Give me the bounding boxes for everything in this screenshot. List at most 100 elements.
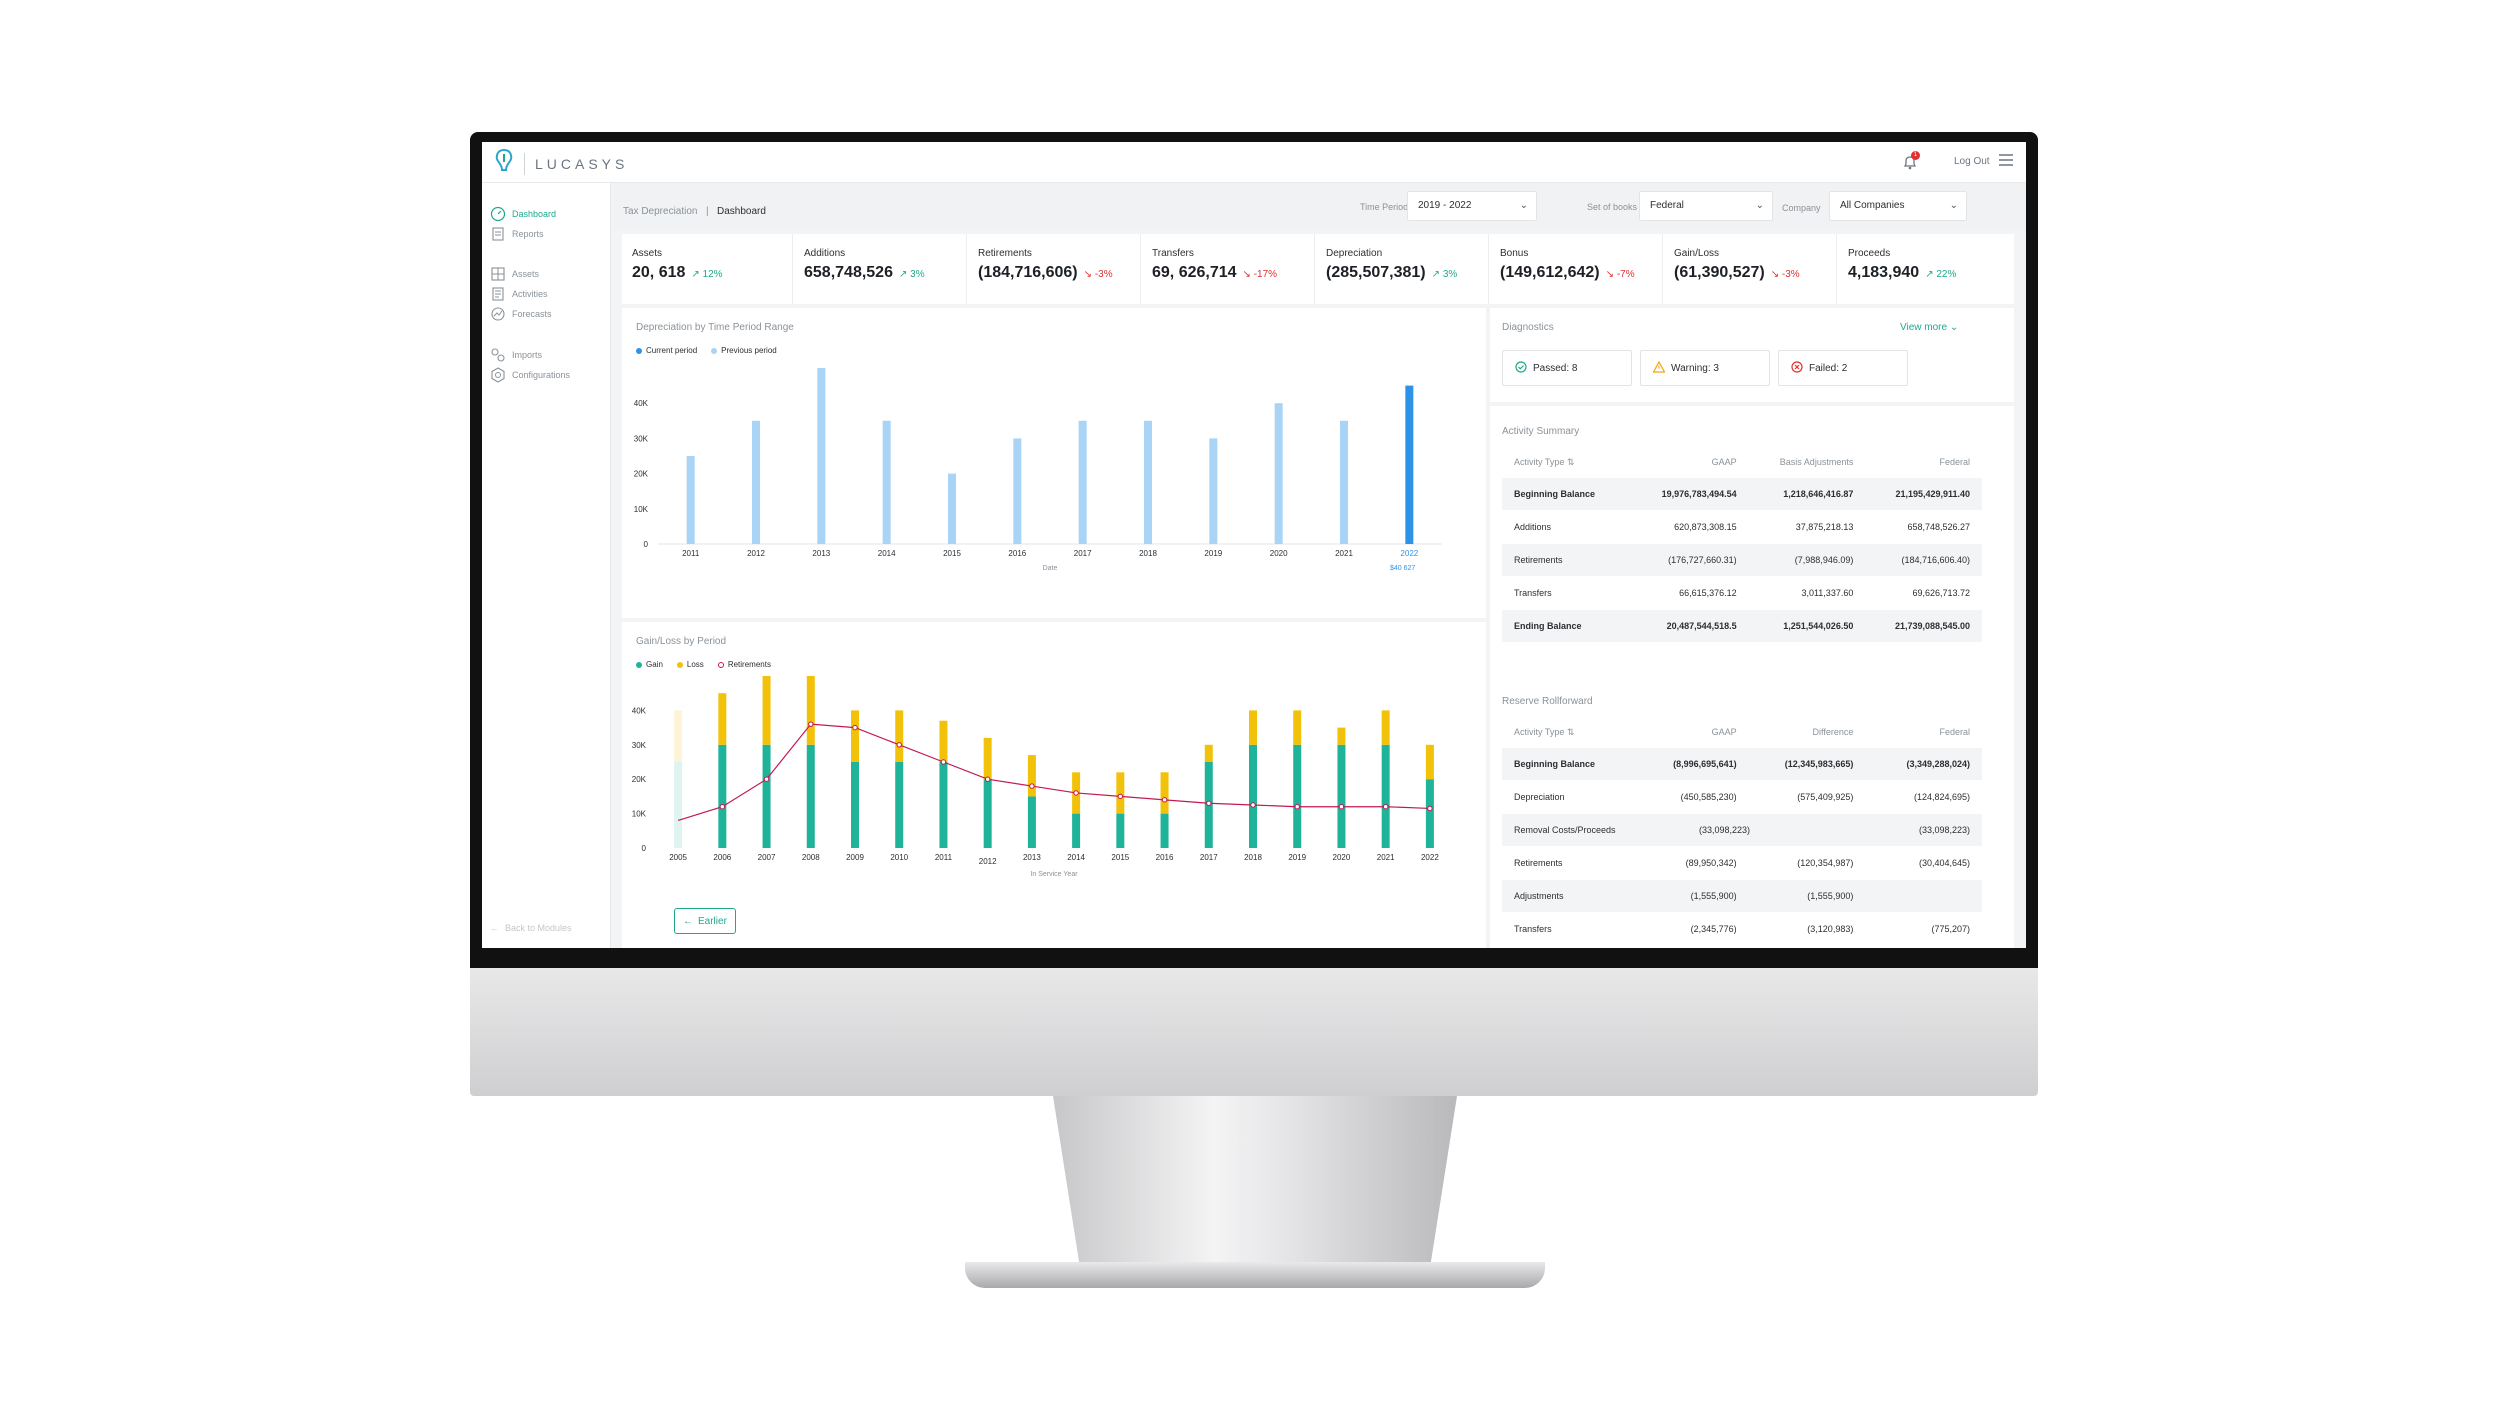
x-tick-label: 2007 [758,853,776,862]
retirements-point [852,724,858,731]
y-tick-label: 10K [632,810,647,819]
kpi-card[interactable]: Assets 20, 618 ↗ 12% [622,234,793,304]
table-row[interactable]: Removal Costs/Proceeds (33,098,223) (33,09… [1502,814,1982,847]
table-row[interactable]: Depreciation (450,585,230) (575,409,925) (1… [1502,781,1982,814]
table-row[interactable]: Retirements (176,727,660.31) (7,988,946.09… [1502,544,1982,577]
activities-icon [490,286,506,302]
sidebar-item-label: Reports [512,229,544,239]
menu-icon[interactable] [1998,153,2014,172]
diagnostic-warning[interactable]: Warning: 3 [1640,350,1770,386]
x-tick-label: 2021 [1377,853,1395,862]
depreciation-legend: Current period Previous period [636,346,777,355]
diagnostic-passed[interactable]: Passed: 8 [1502,350,1632,386]
breadcrumb-separator: | [705,206,709,217]
sidebar-item-label: Dashboard [512,209,557,219]
app-logo[interactable]: LUCASYS [494,148,628,179]
gain-bar [1293,744,1302,848]
depreciation-bar [1209,438,1218,544]
kpi-label: Additions [804,248,846,259]
earlier-button[interactable]: ← Earlier [674,908,736,934]
sortable-header[interactable]: Activity Type ⇅ [1514,457,1575,467]
kpi-card[interactable]: Retirements (184,716,606) ↘ -3% [968,234,1141,304]
sidebar-item-configurations[interactable]: Configurations [490,367,570,383]
table-row[interactable]: Ending Balance 20,487,544,518.5 1,251,544,… [1502,610,1982,643]
legend-previous-period: Previous period [711,346,777,355]
chevron-down-icon: ⌄ [1949,200,1958,211]
breadcrumb-current: Dashboard [717,206,766,217]
breadcrumb-parent[interactable]: Tax Depreciation [623,206,698,217]
table-row[interactable]: Retirements (89,950,342) (120,354,987) (30,… [1502,847,1982,880]
loss-bar [1425,744,1434,780]
sidebar-item-forecasts[interactable]: Forecasts [490,306,552,322]
x-tick-label: 2014 [878,549,896,558]
configurations-icon [490,367,506,383]
retirements-point [1382,804,1389,810]
sidebar-item-reports[interactable]: Reports [490,226,544,242]
sidebar-item-imports[interactable]: Imports [490,347,542,363]
gain-bar [939,762,948,848]
x-tick-label: 2011 [682,549,700,558]
kpi-delta: -7% [1616,269,1635,280]
kpi-delta: 3% [910,269,925,280]
table-row[interactable]: Adjustments (1,555,900) (1,555,900) [1502,880,1982,913]
x-tick-label: 2015 [1111,853,1129,862]
kpi-card[interactable]: Additions 658,748,526 ↗ 3% [794,234,967,304]
reserve-rollforward-table: Activity Type ⇅ GAAP Difference Federal … [1502,716,1982,946]
loss-bar [851,710,859,762]
kpi-label: Proceeds [1848,248,1891,259]
kpi-value: (149,612,642) [1500,264,1600,281]
time-period-label: Time Period [1360,202,1409,212]
table-row[interactable]: Transfers (2,345,776) (3,120,983) (775,207) [1502,913,1982,946]
loss-bar [1160,772,1169,814]
back-to-modules-link[interactable]: ← Back to Modules [490,923,572,933]
loss-bar [1249,710,1257,745]
sort-icon: ⇅ [1566,727,1575,737]
kpi-card[interactable]: Transfers 69, 626,714 ↘ -17% [1142,234,1315,304]
retirements-point [1294,804,1300,810]
kpi-delta: -3% [1781,269,1800,280]
depreciation-bar [1078,420,1087,544]
arrow-left-icon: ← [490,923,499,933]
monitor-stand [1053,1096,1457,1276]
bell-icon [1902,156,1918,174]
gainloss-chart: 0 10K 20K 30K 40K 2005 2006 2007 2008 2009 2010 201… [632,676,1439,878]
sidebar-item-activities[interactable]: Activities [490,286,548,302]
depreciation-chart: 0 10K 20K 30K 40K 2011 2012 2013 2014 2015 2016 201… [634,368,1442,572]
sidebar-item-label: Imports [512,350,543,360]
notifications-button[interactable]: 1 [1902,151,1920,175]
legend-current-period: Current period [636,346,697,355]
sidebar-item-label: Activities [512,289,548,299]
depreciation-bar [1013,438,1022,544]
logout-link[interactable]: Log Out [1954,156,1990,167]
table-row[interactable]: Transfers 66,615,376.12 3,011,337.60 69,626… [1502,577,1982,610]
gainloss-panel: Gain/Loss by Period Gain Loss Retirement… [622,622,1486,948]
loss-bar [939,720,948,762]
monitor-base [965,1262,1545,1288]
table-row[interactable]: Beginning Balance (8,996,695,641) (12,345,… [1502,748,1982,781]
kpi-card[interactable]: Proceeds 4,183,940 ↗ 22% [1838,234,2014,304]
x-tick-label: 2018 [1244,853,1262,862]
gain-bar [851,762,859,848]
kpi-card[interactable]: Bonus (149,612,642) ↘ -7% [1490,234,1663,304]
logo-icon [494,148,514,179]
set-of-books-select[interactable]: Federal ⌄ [1639,191,1773,221]
time-period-select[interactable]: 2019 - 2022 ⌄ [1407,191,1537,221]
x-tick-label: 2012 [747,549,765,558]
sidebar-item-dashboard[interactable]: Dashboard [490,206,556,222]
kpi-card[interactable]: Gain/Loss (61,390,527) ↘ -3% [1664,234,1837,304]
kpi-card[interactable]: Depreciation (285,507,381) ↗ 3% [1316,234,1489,304]
sidebar-item-assets[interactable]: Assets [490,266,539,282]
company-select[interactable]: All Companies ⌄ [1829,191,1967,221]
retirements-point [808,721,814,727]
kpi-delta: 12% [702,269,723,280]
sortable-header[interactable]: Activity Type ⇅ [1514,727,1575,737]
table-row[interactable]: Beginning Balance 19,976,783,494.54 1,218,… [1502,478,1982,511]
kpi-value: 69, 626,714 [1152,264,1237,281]
view-more-link[interactable]: View more ⌄ [1900,322,1959,333]
y-tick-label: 0 [644,540,649,549]
diagnostic-failed[interactable]: Failed: 2 [1778,350,1908,386]
table-row[interactable]: Additions 620,873,308.15 37,875,218.13 658,… [1502,511,1982,544]
loss-bar [983,737,992,780]
x-tick-label: 2013 [1023,853,1041,862]
x-tick-label: 2009 [846,853,864,862]
